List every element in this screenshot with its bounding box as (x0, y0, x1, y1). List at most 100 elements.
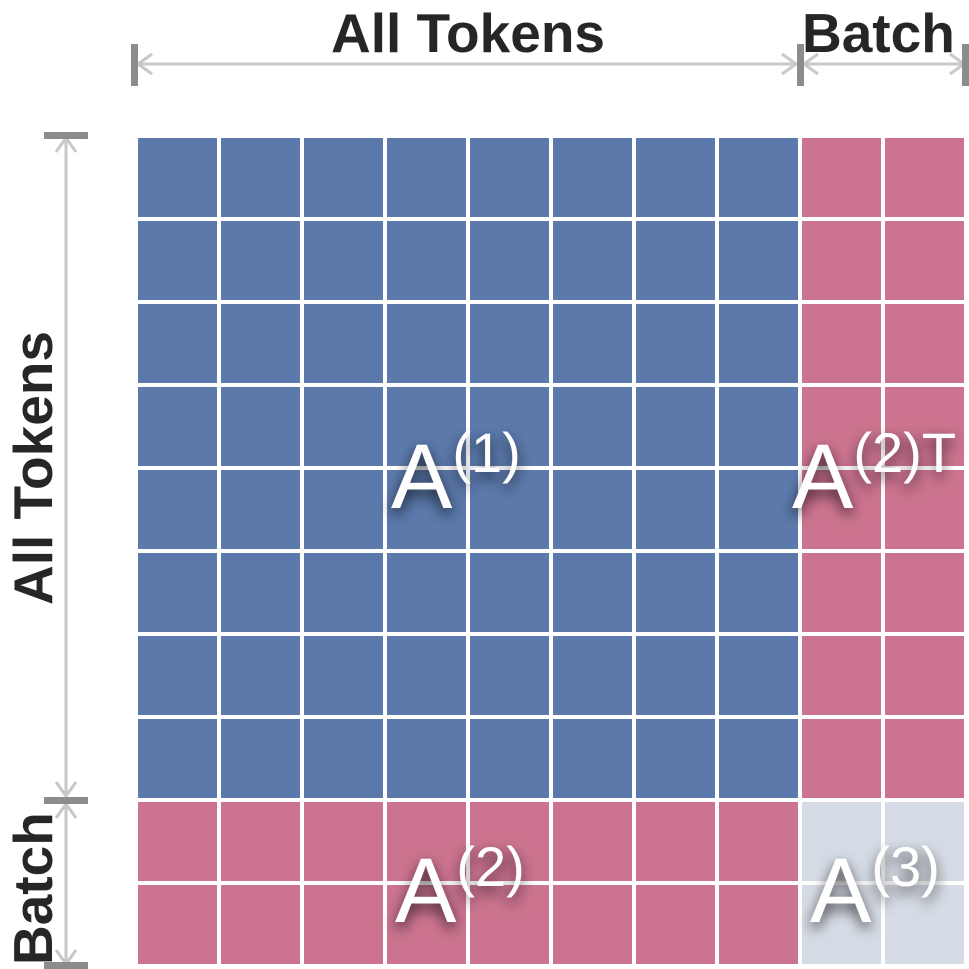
cell-a1-r6-c4 (470, 636, 549, 715)
left-end-bar-bottom (44, 962, 88, 969)
cell-a1-r1-c7 (719, 221, 798, 300)
cell-a2-r9-c0 (138, 885, 217, 964)
cell-a2t-r0-c9 (885, 138, 964, 217)
cell-a1-r5-c1 (221, 553, 300, 632)
cell-a3-r8-c9 (885, 802, 964, 881)
cell-a1-r4-c0 (138, 470, 217, 549)
cell-a1-r6-c6 (636, 636, 715, 715)
cell-a2t-r3-c8 (802, 387, 881, 466)
cell-a2t-r5-c8 (802, 553, 881, 632)
cell-a2t-r3-c9 (885, 387, 964, 466)
cell-a1-r6-c3 (387, 636, 466, 715)
a2t-superscript: (2)T (853, 421, 956, 484)
cell-a1-r5-c2 (304, 553, 383, 632)
cell-a2-r9-c2 (304, 885, 383, 964)
cell-a1-r7-c7 (719, 719, 798, 798)
cell-a2t-r1-c8 (802, 221, 881, 300)
cell-a1-r3-c7 (719, 387, 798, 466)
cell-a2-r8-c0 (138, 802, 217, 881)
cell-a2-r9-c3 (387, 885, 466, 964)
block-label-a2: A(2) (395, 835, 525, 942)
left-end-bar-top (44, 132, 88, 139)
cell-a1-r5-c4 (470, 553, 549, 632)
top-batch-label: Batch (802, 2, 955, 64)
cell-a1-r7-c4 (470, 719, 549, 798)
cell-a1-r1-c4 (470, 221, 549, 300)
top-dimension (131, 44, 969, 86)
cell-a2-r8-c4 (470, 802, 549, 881)
cell-a2t-r7-c9 (885, 719, 964, 798)
cell-a2-r8-c3 (387, 802, 466, 881)
cell-a1-r0-c4 (470, 138, 549, 217)
cell-a1-r1-c3 (387, 221, 466, 300)
left-end-bar-middle (44, 797, 88, 804)
cell-a1-r7-c3 (387, 719, 466, 798)
cell-a1-r2-c1 (221, 304, 300, 383)
cell-a1-r5-c6 (636, 553, 715, 632)
a2-base: A (395, 840, 457, 942)
cell-a1-r6-c0 (138, 636, 217, 715)
cell-a2t-r2-c8 (802, 304, 881, 383)
cell-a2-r9-c1 (221, 885, 300, 964)
top-end-bar-right (962, 44, 969, 86)
cell-a1-r4-c6 (636, 470, 715, 549)
cell-a1-r1-c2 (304, 221, 383, 300)
cell-a2t-r4-c9 (885, 470, 964, 549)
cell-a1-r5-c7 (719, 553, 798, 632)
cell-a2-r9-c4 (470, 885, 549, 964)
top-tokens-right-arrowhead (781, 52, 799, 76)
cell-a1-r6-c2 (304, 636, 383, 715)
cell-a1-r3-c6 (636, 387, 715, 466)
cell-a3-r8-c8 (802, 802, 881, 881)
top-all-tokens-label: All Tokens (331, 2, 605, 64)
cell-a1-r6-c5 (553, 636, 632, 715)
cell-a1-r3-c5 (553, 387, 632, 466)
cell-a1-r6-c1 (221, 636, 300, 715)
cell-a1-r7-c0 (138, 719, 217, 798)
cell-a1-r4-c4 (470, 470, 549, 549)
cell-a2-r9-c7 (719, 885, 798, 964)
cell-a3-r9-c9 (885, 885, 964, 964)
cell-a1-r0-c0 (138, 138, 217, 217)
a2-superscript: (2) (456, 835, 524, 898)
cell-a1-r2-c6 (636, 304, 715, 383)
cell-a1-r3-c4 (470, 387, 549, 466)
cell-a1-r6-c7 (719, 636, 798, 715)
left-batch-label: Batch (2, 812, 64, 965)
cell-a2t-r2-c9 (885, 304, 964, 383)
cell-a1-r4-c3 (387, 470, 466, 549)
left-dimension (44, 132, 88, 969)
cell-a2-r8-c1 (221, 802, 300, 881)
svg-text:A(2)T: A(2)T (792, 421, 956, 528)
cell-a1-r2-c4 (470, 304, 549, 383)
cell-a1-r1-c6 (636, 221, 715, 300)
cell-a1-r2-c7 (719, 304, 798, 383)
a1-superscript: (1) (452, 421, 520, 484)
cell-a1-r4-c1 (221, 470, 300, 549)
cell-a2-r8-c7 (719, 802, 798, 881)
block-label-a3: A(3) (810, 835, 940, 942)
cell-a1-r2-c0 (138, 304, 217, 383)
cell-a2t-r6-c8 (802, 636, 881, 715)
a3-superscript: (3) (871, 835, 939, 898)
cell-a3-r9-c8 (802, 885, 881, 964)
cell-a2t-r6-c9 (885, 636, 964, 715)
cell-a1-r3-c1 (221, 387, 300, 466)
a2t-base: A (792, 426, 854, 528)
a1-base: A (391, 426, 453, 528)
cell-a1-r2-c3 (387, 304, 466, 383)
cell-a1-r3-c0 (138, 387, 217, 466)
cell-a1-r0-c2 (304, 138, 383, 217)
cell-a1-r0-c1 (221, 138, 300, 217)
cell-a1-r0-c7 (719, 138, 798, 217)
cell-a1-r7-c1 (221, 719, 300, 798)
cell-a1-r0-c5 (553, 138, 632, 217)
cell-a1-r4-c7 (719, 470, 798, 549)
top-end-bar-left (131, 44, 138, 86)
left-all-tokens-label: All Tokens (2, 331, 64, 605)
cell-a2-r9-c5 (553, 885, 632, 964)
cell-a1-r3-c2 (304, 387, 383, 466)
cell-a1-r2-c2 (304, 304, 383, 383)
block-label-a1: A(1) (391, 421, 521, 528)
cell-a2t-r4-c8 (802, 470, 881, 549)
